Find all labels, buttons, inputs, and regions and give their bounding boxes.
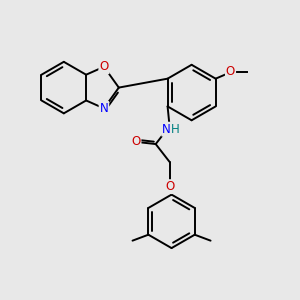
- Text: N: N: [100, 102, 108, 115]
- Text: O: O: [226, 65, 235, 78]
- Text: H: H: [171, 123, 180, 136]
- Text: O: O: [165, 180, 174, 193]
- Text: N: N: [162, 123, 171, 136]
- Text: O: O: [99, 60, 109, 73]
- Text: O: O: [131, 135, 140, 148]
